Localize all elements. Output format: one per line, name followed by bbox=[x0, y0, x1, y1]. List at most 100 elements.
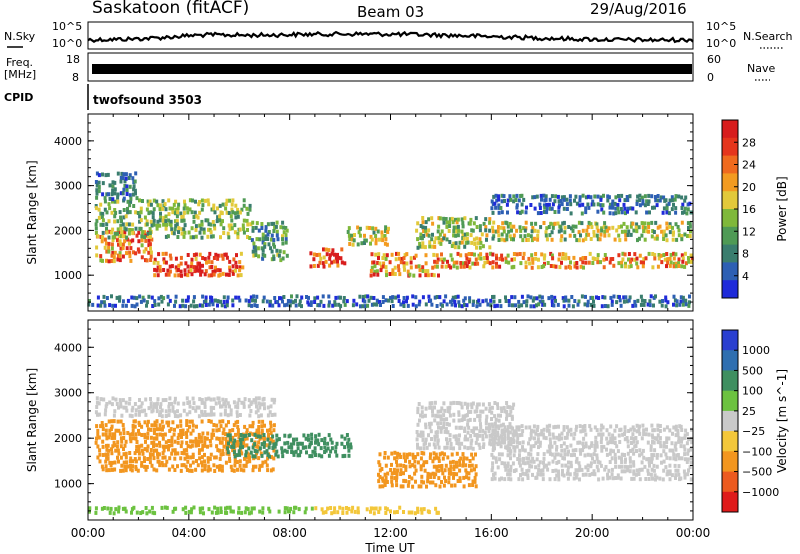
data-cell bbox=[119, 179, 123, 184]
data-cell bbox=[462, 484, 466, 489]
data-cell bbox=[635, 199, 639, 204]
data-cell bbox=[382, 253, 386, 258]
data-cell bbox=[603, 221, 607, 226]
data-cell bbox=[505, 401, 509, 405]
data-cell bbox=[135, 302, 139, 307]
data-cell bbox=[118, 254, 122, 259]
data-cell bbox=[266, 437, 270, 442]
data-cell bbox=[200, 468, 204, 473]
data-cell bbox=[390, 483, 394, 488]
data-cell bbox=[660, 460, 663, 465]
data-cell bbox=[484, 421, 488, 426]
data-cell bbox=[116, 219, 120, 224]
data-cell bbox=[119, 242, 123, 247]
data-cell bbox=[577, 238, 581, 243]
data-cell bbox=[622, 202, 626, 207]
data-cell bbox=[442, 425, 445, 430]
data-cell bbox=[631, 206, 635, 211]
data-cell bbox=[306, 433, 310, 438]
data-cell bbox=[525, 456, 529, 461]
data-cell bbox=[211, 302, 215, 307]
data-cell bbox=[671, 237, 675, 242]
data-cell bbox=[439, 429, 443, 434]
data-cell bbox=[547, 428, 551, 433]
data-cell bbox=[313, 300, 317, 304]
data-cell bbox=[279, 296, 283, 301]
data-cell bbox=[457, 437, 461, 442]
data-cell bbox=[363, 241, 366, 245]
data-cell bbox=[518, 448, 522, 453]
data-cell bbox=[502, 226, 506, 231]
data-cell bbox=[437, 273, 440, 278]
data-cell bbox=[243, 456, 246, 461]
data-cell bbox=[377, 256, 380, 260]
data-cell bbox=[225, 210, 229, 215]
data-cell bbox=[245, 218, 249, 223]
data-cell bbox=[155, 432, 159, 437]
data-cell bbox=[101, 258, 104, 263]
data-cell bbox=[391, 295, 395, 300]
data-cell bbox=[535, 296, 539, 301]
data-cell bbox=[462, 264, 466, 269]
data-cell bbox=[581, 424, 585, 429]
data-cell bbox=[379, 303, 382, 307]
data-cell bbox=[472, 430, 476, 434]
data-cell bbox=[218, 440, 222, 445]
data-cell bbox=[670, 195, 674, 200]
data-cell bbox=[449, 265, 453, 270]
data-cell bbox=[203, 198, 207, 203]
data-cell bbox=[474, 472, 478, 477]
data-cell bbox=[110, 424, 114, 429]
colorbar-tick-label: 28 bbox=[742, 136, 756, 149]
data-cell bbox=[167, 218, 171, 223]
data-cell bbox=[677, 472, 681, 477]
data-cell bbox=[601, 295, 605, 300]
data-cell bbox=[642, 260, 645, 265]
data-cell bbox=[218, 464, 222, 469]
data-cell bbox=[454, 437, 458, 442]
data-cell bbox=[448, 468, 452, 473]
data-cell bbox=[192, 215, 196, 219]
data-cell bbox=[237, 506, 241, 511]
data-cell bbox=[522, 456, 525, 461]
data-cell bbox=[326, 506, 330, 511]
data-cell bbox=[656, 264, 660, 269]
data-cell bbox=[117, 505, 121, 510]
data-cell bbox=[440, 264, 444, 269]
data-cell bbox=[333, 300, 337, 305]
data-cell bbox=[122, 460, 126, 465]
data-cell bbox=[687, 468, 690, 473]
data-cell bbox=[341, 511, 345, 515]
data-cell bbox=[629, 436, 633, 441]
data-cell bbox=[108, 400, 112, 405]
data-cell bbox=[203, 463, 207, 468]
data-cell bbox=[113, 199, 117, 204]
data-cell bbox=[572, 436, 576, 441]
data-cell bbox=[629, 259, 632, 264]
data-cell bbox=[491, 465, 495, 470]
data-cell bbox=[200, 398, 204, 402]
data-cell bbox=[668, 263, 672, 268]
data-cell bbox=[204, 397, 208, 402]
data-cell bbox=[672, 294, 676, 299]
colorbar-swatch bbox=[722, 173, 738, 192]
data-cell bbox=[652, 440, 656, 445]
data-cell bbox=[395, 471, 399, 476]
data-cell bbox=[115, 402, 119, 406]
data-cell bbox=[599, 197, 603, 202]
data-cell bbox=[505, 416, 508, 421]
data-cell bbox=[356, 506, 360, 511]
data-cell bbox=[521, 238, 525, 243]
data-cell bbox=[127, 401, 131, 406]
data-cell bbox=[150, 505, 154, 510]
data-cell bbox=[156, 219, 160, 224]
data-cell bbox=[365, 225, 369, 230]
data-cell bbox=[111, 227, 115, 232]
data-cell bbox=[339, 304, 343, 309]
data-cell bbox=[373, 269, 377, 274]
data-cell bbox=[513, 257, 516, 262]
data-cell bbox=[610, 472, 614, 477]
data-cell bbox=[100, 300, 104, 305]
data-cell bbox=[518, 441, 522, 446]
data-cell bbox=[458, 479, 462, 483]
